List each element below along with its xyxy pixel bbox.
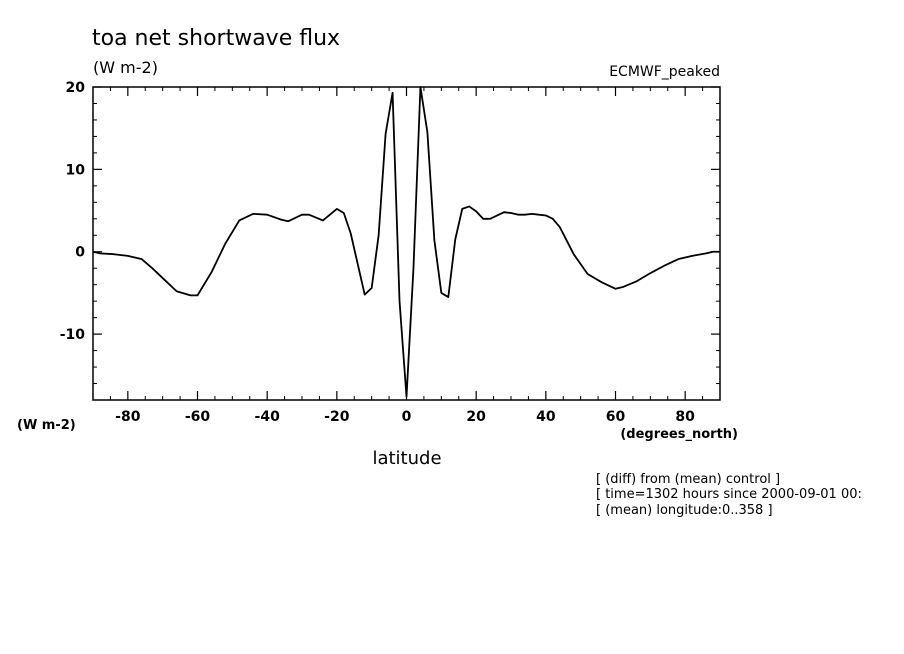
note-line-3: [ (mean) longitude:0..358 ] [596,503,773,518]
x-tick-label: -40 [255,409,281,425]
plot-frame [92,86,721,401]
x-tick-label: -60 [185,409,211,425]
x-tick-label: 40 [536,409,556,425]
x-tick-label: -20 [324,409,350,425]
y-tick-labels: -10 0 10 20 [60,80,86,343]
x-tick-label: 80 [675,409,695,425]
dataset-label: ECMWF_peaked [609,64,720,80]
chart-title: toa net shortwave flux [92,26,340,51]
x-tick-label: 60 [606,409,626,425]
x-tick-labels: -80 -60 -40 -20 0 20 40 60 80 [115,409,695,425]
x-tick-label: -80 [115,409,141,425]
y-tick-label: 20 [66,80,86,96]
series-line [92,86,720,398]
chart-units: (W m-2) [93,58,158,77]
y-tick-label: 10 [66,162,86,178]
y-tick-label: -10 [60,327,86,343]
x-tick-label: 20 [466,409,486,425]
x-axis-label: latitude [372,448,441,469]
note-line-2: [ time=1302 hours since 2000-09-01 00: [596,487,862,502]
y-tick-label: 0 [75,245,85,261]
x-tick-label: 0 [402,409,412,425]
note-line-1: [ (diff) from (mean) control ] [596,472,780,487]
x-units-label: (degrees_north) [620,427,738,442]
y-units-label: (W m-2) [17,418,76,433]
y-ticks [93,86,720,401]
x-ticks [92,87,721,400]
